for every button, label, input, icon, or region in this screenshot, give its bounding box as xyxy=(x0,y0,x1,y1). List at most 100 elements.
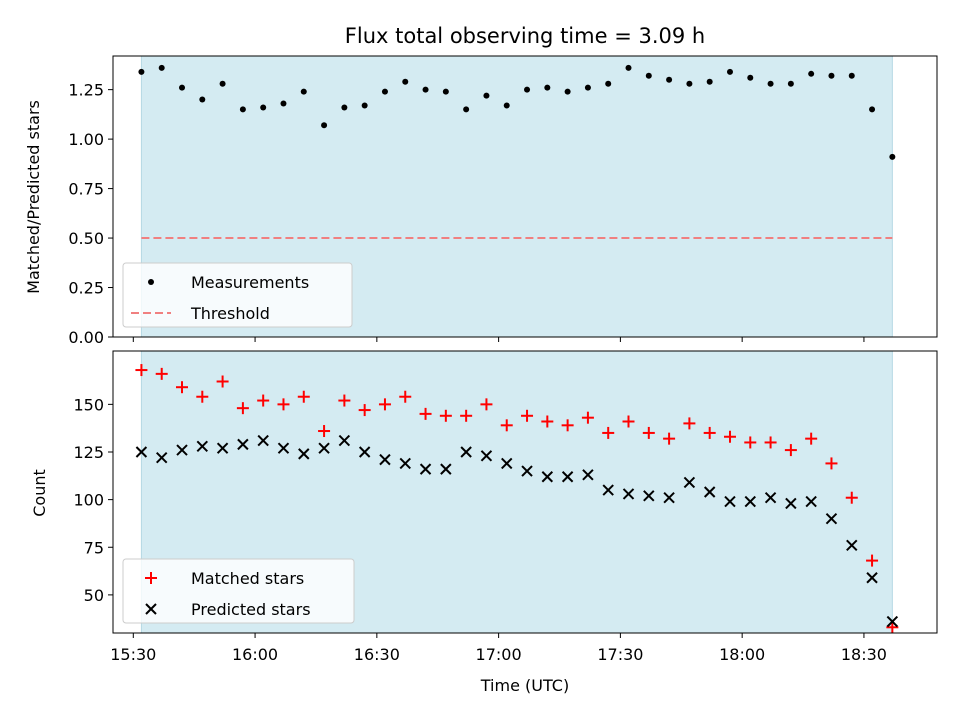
matched-stars-point xyxy=(683,417,696,430)
matched-stars-point xyxy=(216,375,229,388)
legend-dot-icon xyxy=(148,279,154,285)
matched-stars-point xyxy=(439,409,452,422)
measurement-point xyxy=(564,88,571,95)
predicted-stars-point xyxy=(298,448,310,460)
legend-box xyxy=(122,262,353,328)
matched-stars-point xyxy=(703,426,716,439)
predicted-stars-point xyxy=(257,434,269,447)
measurement-point xyxy=(808,70,815,77)
y-tick-label: 125 xyxy=(73,443,104,462)
bottom-axes: 50 75 100 125 150 15:30 16:00 16:30 17:00 17:30 18… xyxy=(73,350,938,664)
predicted-stars-point xyxy=(480,450,493,462)
measurement-point xyxy=(848,72,855,79)
predicted-stars-point xyxy=(196,440,209,452)
measurement-point xyxy=(747,74,754,81)
measurement-point xyxy=(361,102,368,109)
measurement-point xyxy=(503,102,510,109)
measurement-point xyxy=(767,80,774,87)
measurement-point xyxy=(483,92,490,99)
predicted-stars-point xyxy=(318,442,330,454)
predicted-stars-point xyxy=(358,446,371,458)
matched-stars-point xyxy=(176,381,189,394)
measurement-point xyxy=(341,104,348,111)
predicted-stars-point xyxy=(135,446,148,458)
x-axis-label: Time (UTC) xyxy=(480,676,569,695)
legend-1: Matched stars Predicted stars xyxy=(122,558,355,624)
chart-title: Flux total observing time = 3.09 h xyxy=(345,24,705,48)
matched-stars-point xyxy=(825,457,838,470)
matched-stars-point xyxy=(602,426,615,439)
measurement-point xyxy=(219,80,226,87)
predicted-stars-point xyxy=(825,512,838,525)
measurement-point xyxy=(442,88,449,95)
measurement-point xyxy=(787,80,794,87)
predicted-stars-point xyxy=(602,484,614,496)
matched-stars-point xyxy=(521,409,534,422)
matched-stars-point xyxy=(318,425,331,438)
matched-stars-point xyxy=(196,390,209,403)
top-y-axis-label: Matched/Predicted stars xyxy=(24,100,43,294)
matched-stars-point xyxy=(581,411,594,424)
matched-stars-point xyxy=(642,426,655,439)
matched-stars-point xyxy=(845,491,858,504)
matched-stars-point xyxy=(338,394,351,407)
matched-stars-point xyxy=(622,415,635,428)
measurement-point xyxy=(645,72,652,79)
predicted-stars-point xyxy=(156,451,168,464)
measurement-point xyxy=(260,104,267,111)
predicted-stars-point xyxy=(561,471,574,483)
measurement-point xyxy=(158,64,165,71)
measurement-point xyxy=(666,76,673,83)
predicted-stars-point xyxy=(399,457,411,470)
predicted-stars-point xyxy=(764,492,777,504)
predicted-stars-point xyxy=(501,457,513,470)
matched-stars-point xyxy=(236,402,249,415)
matched-stars-point xyxy=(561,419,574,432)
matched-stars-point xyxy=(480,398,493,411)
measurement-point xyxy=(524,86,531,93)
measurement-point xyxy=(706,78,713,85)
predicted-stars-point xyxy=(460,446,472,458)
predicted-stars-point xyxy=(886,615,899,628)
measurement-point xyxy=(402,78,409,85)
legend-label: Predicted stars xyxy=(191,600,311,619)
matched-stars-point xyxy=(155,367,168,380)
top-axes: 0.00 0.25 0.50 0.75 1.00 1.25 Measurements Thre… xyxy=(68,55,938,347)
predicted-stars-point xyxy=(866,572,878,584)
matched-stars-point xyxy=(358,404,371,417)
axes-frame-1 xyxy=(112,350,938,634)
x-tick-label: 17:30 xyxy=(597,645,643,664)
measurement-point xyxy=(828,72,835,79)
legend-box xyxy=(122,558,355,624)
legend-x-icon xyxy=(145,603,157,615)
predicted-stars-point xyxy=(237,438,249,451)
measurement-point xyxy=(381,88,388,95)
measurement-point xyxy=(280,100,287,107)
matched-stars-point xyxy=(784,444,797,457)
y-tick-label: 100 xyxy=(73,491,104,510)
matched-stars-point xyxy=(500,419,513,432)
matched-stars-point xyxy=(419,407,432,420)
legend-label: Measurements xyxy=(191,273,309,292)
y-tick-label: 150 xyxy=(73,395,104,414)
measurement-point xyxy=(889,153,896,160)
measurement-point xyxy=(625,64,632,71)
predicted-stars-point xyxy=(277,442,290,454)
predicted-stars-point xyxy=(622,488,635,500)
predicted-stars-point xyxy=(846,539,858,552)
matched-stars-point xyxy=(257,394,270,407)
predicted-stars-point xyxy=(683,476,696,489)
measurement-point xyxy=(422,86,429,93)
predicted-stars-point xyxy=(176,444,188,456)
matched-stars-point xyxy=(277,398,290,411)
legend-label: Threshold xyxy=(190,304,270,323)
x-tick-label: 16:00 xyxy=(232,645,278,664)
y-tick-label: 0.75 xyxy=(68,180,104,199)
predicted-stars-point xyxy=(724,495,736,508)
y-tick-label: 1.00 xyxy=(68,130,104,149)
measurement-point xyxy=(179,84,186,91)
measurement-point xyxy=(686,80,693,87)
legend-label: Matched stars xyxy=(191,569,304,588)
y-tick-label: 0.00 xyxy=(68,328,104,347)
